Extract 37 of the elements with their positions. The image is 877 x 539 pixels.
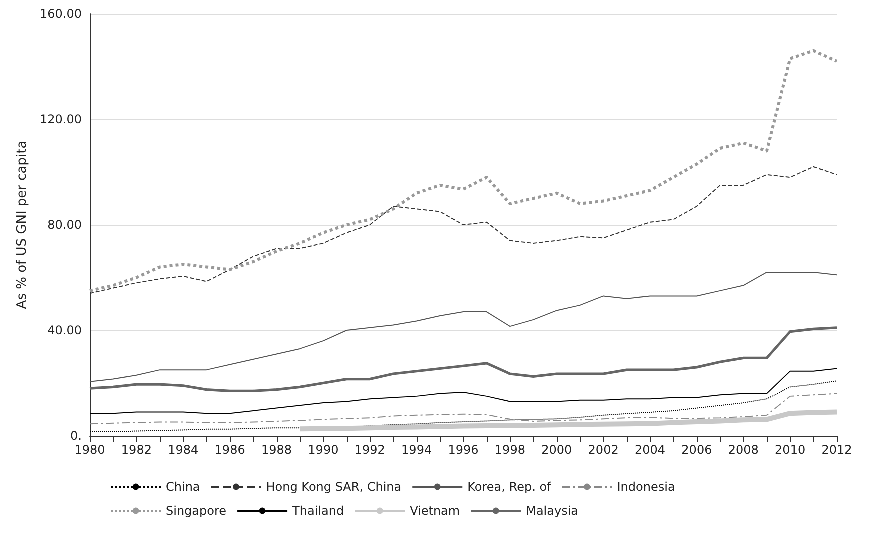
legend-label: China [166, 480, 200, 494]
x-tick-label: 1996 [448, 443, 479, 457]
x-tick-label: 1998 [494, 443, 526, 457]
x-tick-label: 1990 [308, 443, 339, 457]
legend-label: Singapore [166, 504, 227, 518]
line-series [90, 393, 838, 425]
y-tick-label: 120.00 [40, 112, 82, 126]
x-tick-label: 1984 [168, 443, 199, 457]
legend-label: Thailand [292, 504, 344, 518]
x-tick-label: 2010 [775, 443, 806, 457]
x-tick-label: 2012 [822, 443, 852, 457]
y-tick-label: 40.00 [48, 324, 82, 338]
legend-label: Korea, Rep. of [468, 480, 552, 494]
y-axis-title: As % of US GNI per capita [15, 140, 30, 310]
line-series [90, 368, 838, 414]
line-series [90, 380, 838, 433]
x-tick-label: 1988 [261, 443, 292, 457]
x-tick-label: 2008 [728, 443, 759, 457]
x-tick-label: 1994 [402, 443, 432, 457]
x-tick-label: 1992 [354, 443, 386, 457]
legend-label: Vietnam [410, 504, 460, 518]
y-tick-label: 160.00 [40, 7, 82, 21]
x-tick-label: 1982 [121, 443, 152, 457]
y-tick-label: 80.00 [48, 218, 82, 232]
y-tick-label: 0. [70, 429, 82, 443]
x-tick-label: 2004 [634, 443, 666, 457]
legend-label: Indonesia [617, 480, 676, 494]
x-tick-label: 1980 [74, 443, 106, 457]
x-tick-label: 2002 [588, 443, 619, 457]
line-series [90, 272, 838, 382]
legend-label: Malaysia [526, 504, 579, 518]
line-series [88, 326, 838, 392]
line-series [88, 49, 838, 292]
x-tick-label: 1986 [214, 443, 246, 457]
x-tick-label: 2006 [682, 443, 712, 457]
legend-label: Hong Kong SAR, China [266, 480, 402, 494]
x-tick-label: 2000 [542, 443, 572, 457]
